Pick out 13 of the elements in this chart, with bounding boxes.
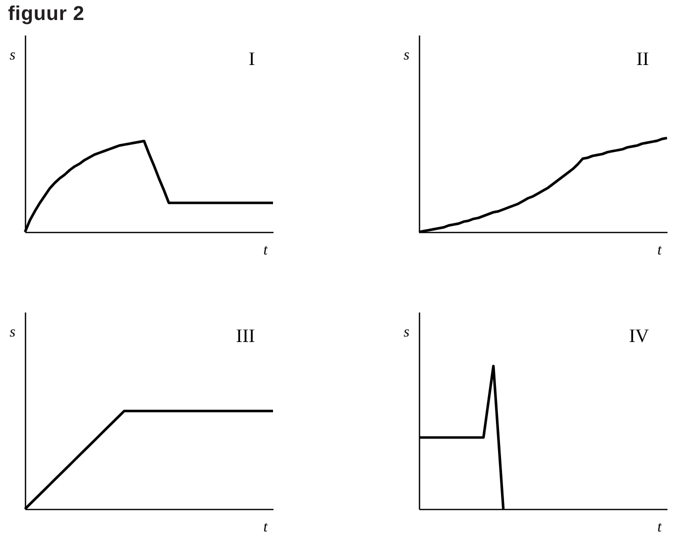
- text: figuur 2: [8, 3, 85, 25]
- chart-title: IV: [628, 326, 650, 347]
- x-axis-title: t: [263, 520, 268, 536]
- x-axis-title: t: [263, 242, 268, 258]
- y-axis-title: s: [10, 48, 16, 64]
- x-axis-title: t: [657, 520, 662, 536]
- y-axis-title: s: [404, 48, 410, 64]
- chart-title: I: [248, 49, 255, 70]
- chart-title: III: [236, 326, 255, 347]
- y-axis-title: s: [404, 324, 410, 340]
- x-axis-title: t: [657, 242, 662, 258]
- chart-title: II: [636, 49, 649, 70]
- y-axis-title: s: [10, 324, 16, 340]
